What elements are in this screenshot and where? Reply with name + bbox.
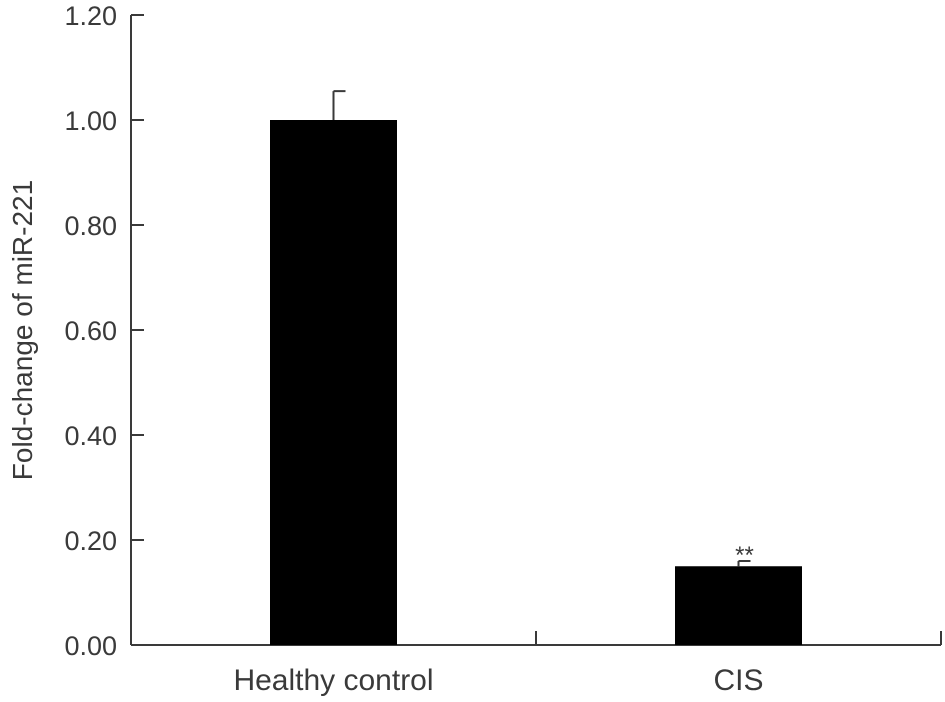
labels: 0.00 0.20 0.40 0.60 0.80 1.00 1.20 Healthy cont… — [7, 1, 764, 697]
y-tick-label: 1.00 — [64, 106, 117, 136]
y-tick-label: 0.00 — [64, 631, 117, 661]
y-axis-title: Fold-change of miR-221 — [7, 180, 38, 480]
x-category-label: Healthy control — [233, 664, 433, 697]
y-tick-label: 0.60 — [64, 316, 117, 346]
y-tick-label: 0.20 — [64, 526, 117, 556]
y-tick-label: 1.20 — [64, 1, 117, 31]
bars — [270, 90, 802, 645]
bar — [675, 566, 802, 645]
axes — [130, 14, 942, 646]
y-tick-label: 0.80 — [64, 211, 117, 241]
bar — [270, 120, 397, 645]
x-category-label: CIS — [713, 664, 763, 697]
y-tick-label: 0.40 — [64, 421, 117, 451]
significance-marker: ** — [735, 542, 754, 569]
